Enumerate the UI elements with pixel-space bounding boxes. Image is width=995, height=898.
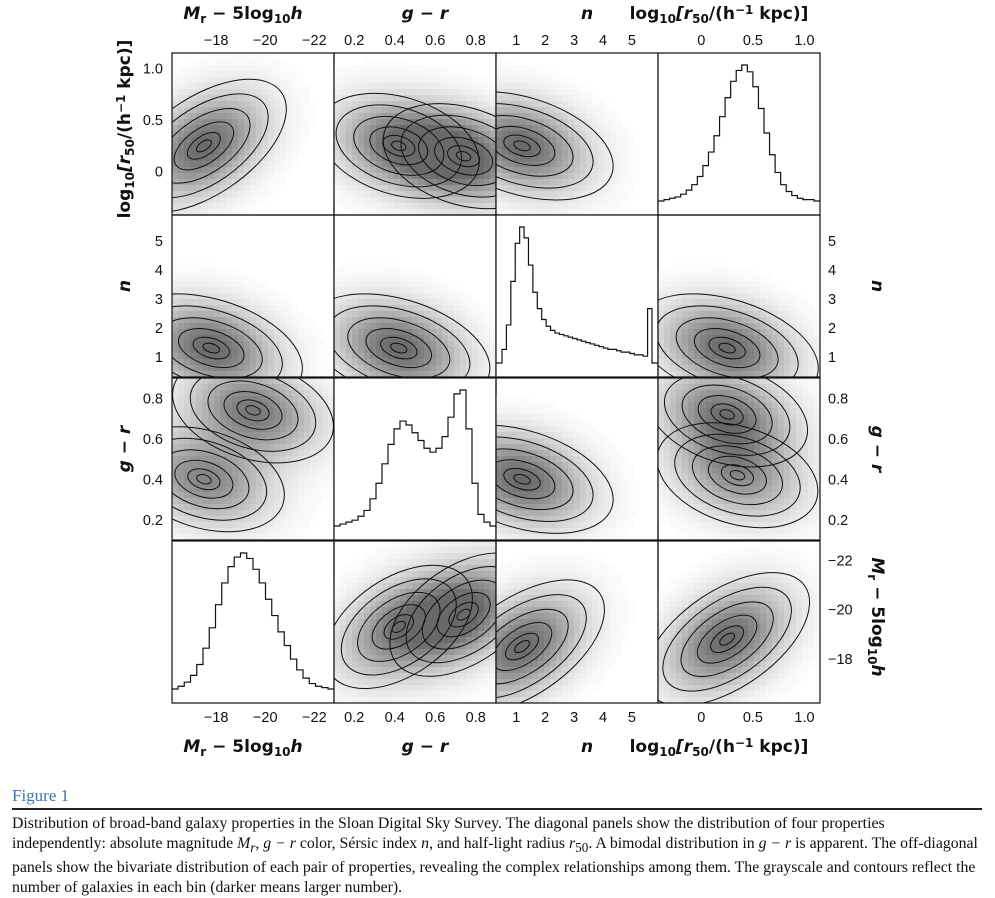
bottom-label-gr: g − r	[402, 737, 450, 757]
bottom-label-n: n	[581, 737, 593, 757]
right-tick-mr-0: −22	[828, 554, 853, 570]
panel-frame	[496, 215, 658, 377]
top-tick-mr-1: −20	[253, 33, 278, 49]
bottom-tick-n-1: 2	[541, 710, 549, 726]
right-tick-n-0: 5	[828, 234, 836, 250]
bottom-tick-r50-2: 1.0	[794, 710, 814, 726]
bottom-label-r50: log10[r50/(h−1 kpc)]	[630, 736, 809, 758]
bottom-tick-n-0: 1	[512, 710, 520, 726]
top-tick-n-2: 3	[570, 33, 578, 49]
left-label-r50: log10[r50/(h−1 kpc)]	[114, 40, 136, 219]
top-label-mr: Mr − 5log10h	[183, 4, 302, 26]
corner-plot: Mr − 5log10h g − r n log10[r50/(h−1 kpc)] −1…	[0, 0, 995, 780]
bottom-tick-n-2: 3	[570, 710, 578, 726]
figure-label: Figure 1	[12, 786, 982, 806]
top-tick-r50-2: 1.0	[794, 33, 814, 49]
left-tick-r50-2: 0	[155, 165, 163, 181]
caption-rule	[12, 808, 982, 810]
top-tick-n-1: 2	[541, 33, 549, 49]
top-tick-gr-2: 0.6	[425, 33, 445, 49]
left-tick-gr-0: 0.8	[143, 391, 163, 407]
top-tick-n-0: 1	[512, 33, 520, 49]
right-tick-n-3: 2	[828, 321, 836, 337]
bottom-tick-gr-1: 0.4	[385, 710, 405, 726]
right-tick-gr-0: 0.8	[828, 391, 848, 407]
bottom-tick-r50-1: 0.5	[743, 710, 763, 726]
bottom-tick-n-4: 5	[628, 710, 636, 726]
top-tick-mr-0: −18	[204, 33, 229, 49]
bottom-tick-gr-3: 0.8	[466, 710, 486, 726]
panel-grid	[99, 53, 833, 740]
figure-caption: Figure 1 Distribution of broad-band gala…	[12, 786, 982, 898]
left-tick-gr-2: 0.4	[143, 472, 163, 488]
top-tick-r50-0: 0	[697, 33, 705, 49]
top-tick-gr-3: 0.8	[466, 33, 486, 49]
left-tick-r50-0: 1.0	[143, 61, 163, 77]
bottom-tick-r50-0: 0	[697, 710, 705, 726]
top-tick-n-3: 4	[599, 33, 607, 49]
left-tick-n-1: 4	[155, 263, 163, 279]
top-tick-gr-0: 0.2	[344, 33, 364, 49]
histogram-gr	[334, 378, 496, 540]
bottom-label-mr: Mr − 5log10h	[183, 737, 302, 759]
right-label-n: n	[867, 280, 887, 292]
right-tick-gr-1: 0.6	[828, 432, 848, 448]
right-tick-n-1: 4	[828, 263, 836, 279]
left-tick-gr-1: 0.6	[143, 432, 163, 448]
top-tick-n-4: 5	[628, 33, 636, 49]
bottom-tick-gr-2: 0.6	[425, 710, 445, 726]
bottom-tick-mr-1: −20	[253, 710, 278, 726]
right-tick-mr-2: −18	[828, 652, 853, 668]
left-tick-n-2: 3	[155, 292, 163, 308]
left-tick-n-0: 5	[155, 234, 163, 250]
left-tick-n-4: 1	[155, 350, 163, 366]
left-tick-r50-1: 0.5	[143, 113, 163, 129]
top-tick-r50-1: 0.5	[743, 33, 763, 49]
left-label-n: n	[115, 280, 135, 292]
right-tick-n-2: 3	[828, 292, 836, 308]
histogram-n	[496, 215, 658, 377]
bottom-tick-gr-0: 0.2	[344, 710, 364, 726]
panel-frame	[658, 53, 820, 215]
bottom-tick-n-3: 4	[599, 710, 607, 726]
top-tick-gr-1: 0.4	[385, 33, 405, 49]
right-tick-mr-1: −20	[828, 603, 853, 619]
left-tick-gr-3: 0.2	[143, 513, 163, 529]
left-label-gr: g − r	[115, 424, 135, 472]
right-tick-gr-2: 0.4	[828, 472, 848, 488]
right-label-mr: Mr − 5log10h	[865, 557, 887, 676]
bottom-tick-mr-2: −22	[302, 710, 327, 726]
caption-text: Distribution of broad-band galaxy proper…	[12, 814, 982, 898]
right-label-gr: g − r	[867, 426, 887, 474]
histogram-Mr	[172, 541, 334, 703]
bottom-tick-mr-0: −18	[204, 710, 229, 726]
histogram-r50	[658, 53, 820, 215]
right-tick-n-4: 1	[828, 350, 836, 366]
right-tick-gr-3: 0.2	[828, 513, 848, 529]
top-label-n: n	[581, 4, 593, 24]
top-tick-mr-2: −22	[302, 33, 327, 49]
top-label-gr: g − r	[402, 4, 450, 24]
density-panel-Mr-vs-r50	[622, 541, 832, 732]
left-tick-n-3: 2	[155, 321, 163, 337]
top-label-r50: log10[r50/(h−1 kpc)]	[630, 3, 809, 25]
